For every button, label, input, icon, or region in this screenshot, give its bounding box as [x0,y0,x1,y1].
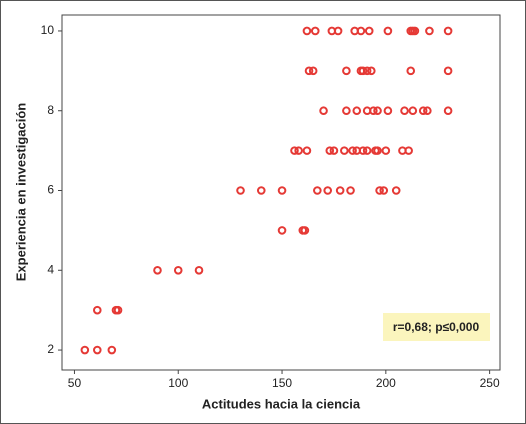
point [418,106,428,116]
point [173,265,183,275]
point [425,26,434,36]
point [373,146,382,155]
point [310,26,320,36]
point [277,226,287,235]
y-tick-label: 4 [47,262,54,276]
x-tick-label: 250 [480,376,500,390]
point [404,146,413,155]
point [308,66,318,76]
point [333,26,343,36]
point [80,345,90,355]
point [300,226,310,235]
point [325,146,335,155]
point [406,66,416,76]
point [194,265,204,275]
y-tick-label: 2 [47,342,54,356]
point [352,106,362,116]
point [335,186,345,195]
y-tick-label: 8 [47,103,54,117]
plot-area [61,14,501,371]
point [319,106,328,116]
point [362,66,372,76]
x-tick-label: 150 [272,376,292,390]
point [107,345,117,355]
point [375,186,384,195]
point [153,265,162,275]
point [408,106,418,116]
point [277,186,287,195]
point [369,106,378,116]
point [302,146,312,155]
point [348,146,357,155]
point [373,106,382,116]
point [383,106,393,116]
point [443,106,453,116]
point [346,186,355,195]
point [313,186,322,195]
point [391,186,401,195]
annotation-box [383,313,490,341]
point [342,66,351,76]
point [302,26,312,36]
point [400,106,409,116]
x-axis-label: Actitudes hacia la ciencia [202,396,361,411]
point [236,186,245,195]
x-tick-label: 50 [68,376,82,390]
point [256,186,266,195]
point [383,26,393,36]
point [443,66,453,76]
point [366,66,376,76]
point [443,26,453,36]
point [323,186,333,195]
annotation: r=0,68; p≤0,000 [393,320,480,334]
x-tick-label: 200 [376,376,396,390]
point [362,146,372,155]
point [304,66,314,76]
point [113,305,123,315]
point [410,26,420,36]
point [364,26,374,36]
point [379,186,389,195]
point [92,305,102,315]
point [340,146,349,155]
point [342,106,351,116]
point [356,26,366,36]
point [381,146,391,155]
point [329,146,339,155]
point [423,106,432,116]
x-tick-label: 100 [168,376,188,390]
y-axis-label: Experiencia en investigación [13,103,28,282]
point [290,146,299,155]
point [358,146,368,155]
point [92,345,102,355]
y-tick-label: 10 [41,23,55,37]
y-tick-label: 6 [47,183,54,197]
point [358,66,368,76]
point [294,146,303,155]
